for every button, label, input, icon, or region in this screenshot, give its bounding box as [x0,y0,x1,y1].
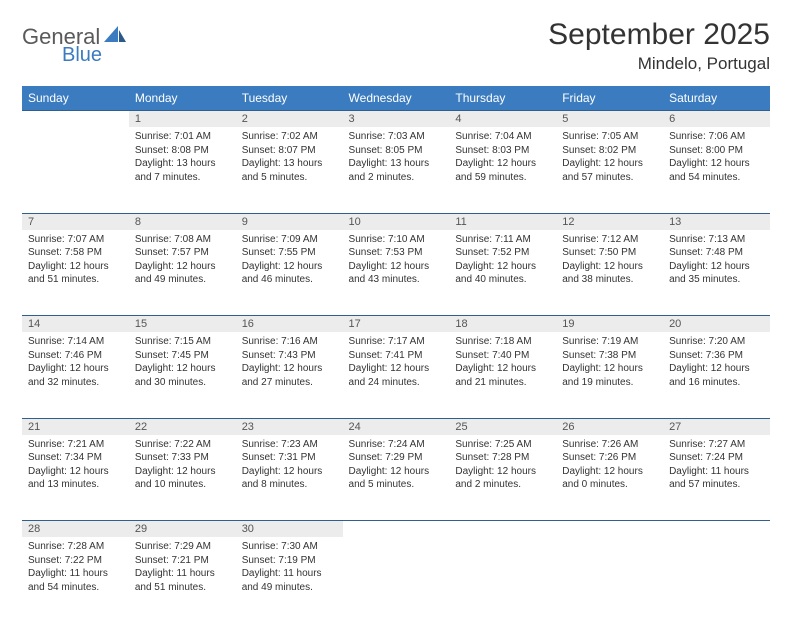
day-detail-cell: Sunrise: 7:05 AMSunset: 8:02 PMDaylight:… [556,127,663,213]
month-title: September 2025 [548,18,770,52]
day-detail-cell: Sunrise: 7:15 AMSunset: 7:45 PMDaylight:… [129,332,236,418]
day-number-row: 14151617181920 [22,316,770,333]
day-detail-cell: Sunrise: 7:01 AMSunset: 8:08 PMDaylight:… [129,127,236,213]
day-number-cell: 21 [22,418,129,435]
day-number-cell: 14 [22,316,129,333]
day-number-cell: 23 [236,418,343,435]
day-number-cell [556,521,663,538]
day-detail-cell: Sunrise: 7:16 AMSunset: 7:43 PMDaylight:… [236,332,343,418]
logo-text2: Blue [62,44,102,67]
logo: General Blue [22,18,126,67]
calendar-table: SundayMondayTuesdayWednesdayThursdayFrid… [22,86,770,623]
weekday-header: Monday [129,86,236,111]
weekday-header: Saturday [663,86,770,111]
day-number-cell: 17 [343,316,450,333]
day-detail-cell: Sunrise: 7:06 AMSunset: 8:00 PMDaylight:… [663,127,770,213]
day-detail-cell: Sunrise: 7:19 AMSunset: 7:38 PMDaylight:… [556,332,663,418]
day-number-cell [22,111,129,128]
day-number-cell: 6 [663,111,770,128]
day-detail-cell: Sunrise: 7:08 AMSunset: 7:57 PMDaylight:… [129,230,236,316]
weekday-header: Tuesday [236,86,343,111]
day-detail-cell: Sunrise: 7:18 AMSunset: 7:40 PMDaylight:… [449,332,556,418]
day-number-cell [343,521,450,538]
day-number-row: 78910111213 [22,213,770,230]
day-detail-cell: Sunrise: 7:12 AMSunset: 7:50 PMDaylight:… [556,230,663,316]
weekday-header: Sunday [22,86,129,111]
day-number-cell: 29 [129,521,236,538]
calendar-page: General Blue September 2025 Mindelo, Por… [0,0,792,641]
day-number-cell: 11 [449,213,556,230]
day-detail-cell: Sunrise: 7:20 AMSunset: 7:36 PMDaylight:… [663,332,770,418]
day-number-row: 21222324252627 [22,418,770,435]
day-number-cell: 24 [343,418,450,435]
weekday-header: Thursday [449,86,556,111]
day-detail-cell: Sunrise: 7:09 AMSunset: 7:55 PMDaylight:… [236,230,343,316]
day-number-cell [663,521,770,538]
location: Mindelo, Portugal [548,54,770,74]
day-number-cell: 12 [556,213,663,230]
day-number-cell: 8 [129,213,236,230]
day-number-cell: 5 [556,111,663,128]
day-number-cell: 30 [236,521,343,538]
day-detail-cell: Sunrise: 7:03 AMSunset: 8:05 PMDaylight:… [343,127,450,213]
day-detail-row: Sunrise: 7:21 AMSunset: 7:34 PMDaylight:… [22,435,770,521]
day-number-cell: 15 [129,316,236,333]
day-detail-cell: Sunrise: 7:25 AMSunset: 7:28 PMDaylight:… [449,435,556,521]
day-detail-cell [556,537,663,623]
day-number-cell: 22 [129,418,236,435]
day-number-cell: 19 [556,316,663,333]
day-number-cell: 1 [129,111,236,128]
day-number-cell: 28 [22,521,129,538]
day-detail-cell: Sunrise: 7:24 AMSunset: 7:29 PMDaylight:… [343,435,450,521]
page-header: General Blue September 2025 Mindelo, Por… [22,18,770,74]
day-detail-cell: Sunrise: 7:07 AMSunset: 7:58 PMDaylight:… [22,230,129,316]
day-detail-cell: Sunrise: 7:21 AMSunset: 7:34 PMDaylight:… [22,435,129,521]
day-number-cell [449,521,556,538]
day-number-cell: 26 [556,418,663,435]
day-detail-cell: Sunrise: 7:11 AMSunset: 7:52 PMDaylight:… [449,230,556,316]
day-number-cell: 2 [236,111,343,128]
day-detail-cell [449,537,556,623]
day-number-cell: 16 [236,316,343,333]
day-detail-cell: Sunrise: 7:28 AMSunset: 7:22 PMDaylight:… [22,537,129,623]
day-number-cell: 20 [663,316,770,333]
day-number-cell: 27 [663,418,770,435]
day-detail-cell [343,537,450,623]
day-number-cell: 25 [449,418,556,435]
weekday-header: Wednesday [343,86,450,111]
day-detail-row: Sunrise: 7:28 AMSunset: 7:22 PMDaylight:… [22,537,770,623]
calendar-header: SundayMondayTuesdayWednesdayThursdayFrid… [22,86,770,111]
day-detail-row: Sunrise: 7:07 AMSunset: 7:58 PMDaylight:… [22,230,770,316]
day-detail-cell: Sunrise: 7:02 AMSunset: 8:07 PMDaylight:… [236,127,343,213]
day-detail-cell: Sunrise: 7:22 AMSunset: 7:33 PMDaylight:… [129,435,236,521]
sail-icon [104,24,126,50]
day-detail-row: Sunrise: 7:01 AMSunset: 8:08 PMDaylight:… [22,127,770,213]
calendar-body: 123456Sunrise: 7:01 AMSunset: 8:08 PMDay… [22,111,770,624]
day-detail-cell: Sunrise: 7:29 AMSunset: 7:21 PMDaylight:… [129,537,236,623]
day-detail-cell: Sunrise: 7:27 AMSunset: 7:24 PMDaylight:… [663,435,770,521]
day-detail-cell: Sunrise: 7:30 AMSunset: 7:19 PMDaylight:… [236,537,343,623]
day-number-cell: 9 [236,213,343,230]
day-number-row: 123456 [22,111,770,128]
weekday-header: Friday [556,86,663,111]
day-detail-cell: Sunrise: 7:23 AMSunset: 7:31 PMDaylight:… [236,435,343,521]
day-detail-row: Sunrise: 7:14 AMSunset: 7:46 PMDaylight:… [22,332,770,418]
title-block: September 2025 Mindelo, Portugal [548,18,770,74]
day-detail-cell [22,127,129,213]
day-detail-cell: Sunrise: 7:10 AMSunset: 7:53 PMDaylight:… [343,230,450,316]
day-detail-cell: Sunrise: 7:13 AMSunset: 7:48 PMDaylight:… [663,230,770,316]
day-number-row: 282930 [22,521,770,538]
day-number-cell: 3 [343,111,450,128]
day-number-cell: 7 [22,213,129,230]
day-detail-cell: Sunrise: 7:04 AMSunset: 8:03 PMDaylight:… [449,127,556,213]
day-number-cell: 18 [449,316,556,333]
day-detail-cell [663,537,770,623]
day-detail-cell: Sunrise: 7:17 AMSunset: 7:41 PMDaylight:… [343,332,450,418]
day-number-cell: 4 [449,111,556,128]
day-detail-cell: Sunrise: 7:26 AMSunset: 7:26 PMDaylight:… [556,435,663,521]
day-number-cell: 10 [343,213,450,230]
day-detail-cell: Sunrise: 7:14 AMSunset: 7:46 PMDaylight:… [22,332,129,418]
day-number-cell: 13 [663,213,770,230]
